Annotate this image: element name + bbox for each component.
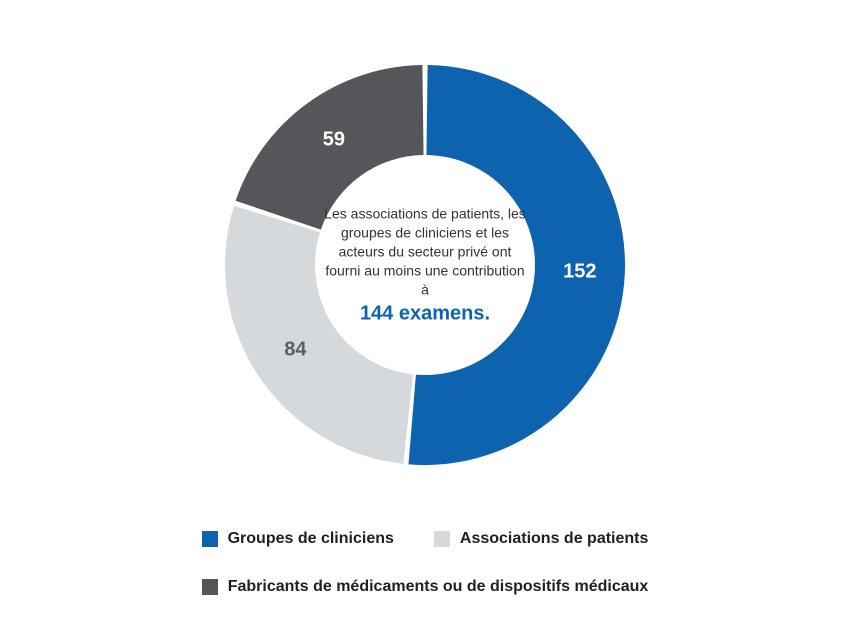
legend-item: Associations de patients (434, 530, 649, 548)
legend-item: Groupes de cliniciens (202, 530, 394, 548)
center-highlight: 144 examens. (320, 303, 530, 326)
slice-value-label: 59 (323, 128, 345, 151)
slice-value-label: 84 (284, 338, 306, 361)
legend-item: Fabricants de médicaments ou de disposit… (202, 578, 649, 596)
legend-label: Associations de patients (460, 530, 649, 548)
chart-center-text: Les associations de patients, les groupe… (320, 204, 530, 325)
legend-label: Groupes de cliniciens (228, 530, 394, 548)
legend-swatch (434, 531, 450, 547)
center-description: Les associations de patients, les groupe… (320, 204, 530, 298)
legend: Groupes de cliniciens Associations de pat… (125, 530, 725, 596)
legend-swatch (202, 531, 218, 547)
donut-chart: Les associations de patients, les groupe… (215, 55, 635, 475)
legend-swatch (202, 579, 218, 595)
legend-label: Fabricants de médicaments ou de disposit… (228, 578, 649, 596)
slice-value-label: 152 (563, 261, 596, 284)
